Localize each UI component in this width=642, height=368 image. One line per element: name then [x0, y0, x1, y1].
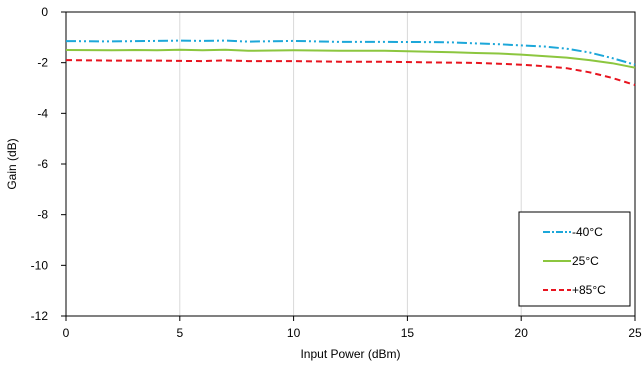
x-tick-label: 15	[401, 326, 415, 340]
x-tick-label: 10	[287, 326, 301, 340]
x-tick-label: 20	[515, 326, 529, 340]
gridlines	[179, 12, 522, 316]
legend-label: +85°C	[572, 283, 606, 297]
y-axis-ticks: 0 -2 -4 -6 -8 -10 -12	[31, 5, 66, 323]
x-tick-label: 5	[176, 326, 183, 340]
series-line	[65, 59, 636, 86]
y-tick-label: -6	[37, 157, 48, 171]
y-axis-title: Gain (dB)	[5, 138, 19, 189]
x-tick-label: 0	[63, 326, 70, 340]
y-tick-label: 0	[41, 5, 48, 19]
y-tick-label: -2	[37, 56, 48, 70]
series-line	[65, 39, 636, 66]
legend-label: 25°C	[572, 254, 599, 268]
x-tick-label: 25	[628, 326, 642, 340]
y-tick-label: -8	[37, 208, 48, 222]
series-lines	[65, 39, 636, 86]
y-tick-label: -12	[31, 309, 49, 323]
legend-box	[518, 211, 631, 307]
x-axis-ticks: 0 5 10 15 20 25	[63, 316, 642, 340]
y-tick-label: -10	[31, 258, 49, 272]
y-tick-label: -4	[37, 106, 48, 120]
legend: -40°C 25°C +85°C	[518, 211, 631, 307]
series-line	[65, 48, 636, 69]
legend-label: -40°C	[572, 225, 603, 239]
x-axis-title: Input Power (dBm)	[300, 347, 400, 361]
